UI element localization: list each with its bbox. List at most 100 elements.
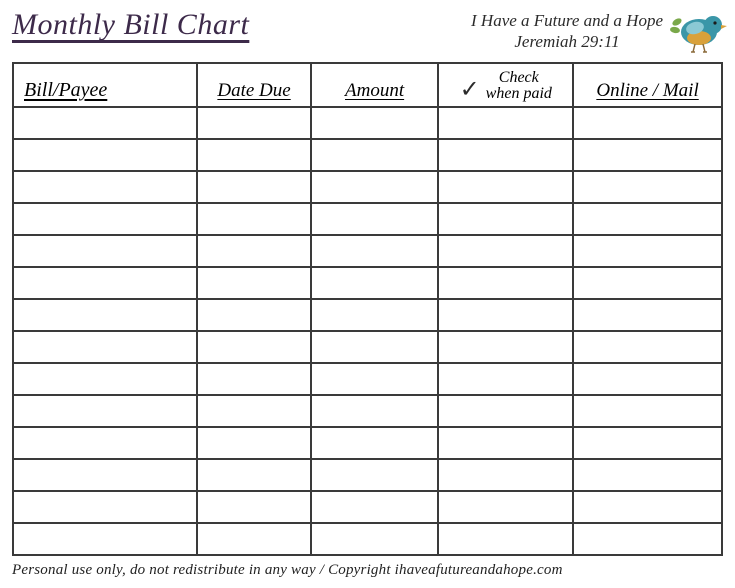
- col-header-due-label: Date Due: [217, 80, 290, 101]
- table-cell[interactable]: [197, 491, 310, 523]
- table-cell[interactable]: [197, 139, 310, 171]
- col-header-check-line2: when paid: [486, 85, 552, 102]
- table-cell[interactable]: [311, 107, 439, 139]
- table-cell[interactable]: [13, 267, 197, 299]
- col-header-due: Date Due: [197, 63, 310, 107]
- table-cell[interactable]: [13, 363, 197, 395]
- col-header-bill: Bill/Payee: [13, 63, 197, 107]
- col-header-check-line1: Check: [499, 69, 539, 86]
- table-cell[interactable]: [573, 427, 722, 459]
- table-cell[interactable]: [197, 395, 310, 427]
- table-cell[interactable]: [13, 171, 197, 203]
- table-cell[interactable]: [438, 139, 573, 171]
- table-cell[interactable]: [438, 107, 573, 139]
- bird-icon: [669, 8, 727, 56]
- table-cell[interactable]: [197, 267, 310, 299]
- table-cell[interactable]: [573, 491, 722, 523]
- col-header-online-label: Online / Mail: [596, 80, 698, 101]
- header: Monthly Bill Chart I Have a Future and a…: [12, 8, 723, 62]
- table-cell[interactable]: [573, 139, 722, 171]
- table-cell[interactable]: [197, 331, 310, 363]
- table-cell[interactable]: [573, 395, 722, 427]
- table-cell[interactable]: [311, 395, 439, 427]
- table-cell[interactable]: [197, 363, 310, 395]
- table-row: [13, 235, 722, 267]
- table-cell[interactable]: [438, 267, 573, 299]
- table-cell[interactable]: [197, 171, 310, 203]
- table-row: [13, 267, 722, 299]
- table-cell[interactable]: [311, 427, 439, 459]
- table-cell[interactable]: [13, 299, 197, 331]
- table-cell[interactable]: [438, 491, 573, 523]
- table-cell[interactable]: [13, 395, 197, 427]
- table-cell[interactable]: [438, 395, 573, 427]
- table-cell[interactable]: [438, 235, 573, 267]
- table-cell[interactable]: [438, 459, 573, 491]
- table-row: [13, 459, 722, 491]
- table-cell[interactable]: [438, 299, 573, 331]
- table-cell[interactable]: [311, 203, 439, 235]
- table-cell[interactable]: [197, 235, 310, 267]
- col-header-bill-label: Bill/Payee: [24, 79, 107, 101]
- table-cell[interactable]: [438, 523, 573, 555]
- table-cell[interactable]: [438, 427, 573, 459]
- table-cell[interactable]: [573, 331, 722, 363]
- table-cell[interactable]: [197, 203, 310, 235]
- table-cell[interactable]: [573, 363, 722, 395]
- table-cell[interactable]: [573, 107, 722, 139]
- table-cell[interactable]: [13, 459, 197, 491]
- table-cell[interactable]: [13, 235, 197, 267]
- table-cell[interactable]: [573, 459, 722, 491]
- table-cell[interactable]: [311, 171, 439, 203]
- table-cell[interactable]: [311, 139, 439, 171]
- col-header-online: Online / Mail: [573, 63, 722, 107]
- table-cell[interactable]: [438, 331, 573, 363]
- table-cell[interactable]: [311, 363, 439, 395]
- subtitle: I Have a Future and a Hope Jeremiah 29:1…: [471, 10, 663, 53]
- table-cell[interactable]: [197, 427, 310, 459]
- table-cell[interactable]: [13, 491, 197, 523]
- table-cell[interactable]: [311, 459, 439, 491]
- table-cell[interactable]: [197, 459, 310, 491]
- table-cell[interactable]: [13, 139, 197, 171]
- table-cell[interactable]: [573, 203, 722, 235]
- table-header-row: Bill/Payee Date Due Amount ✓ Check when …: [13, 63, 722, 107]
- table-cell[interactable]: [311, 299, 439, 331]
- table-row: [13, 203, 722, 235]
- table-cell[interactable]: [13, 203, 197, 235]
- table-cell[interactable]: [311, 523, 439, 555]
- table-cell[interactable]: [311, 331, 439, 363]
- table-cell[interactable]: [311, 491, 439, 523]
- table-row: [13, 395, 722, 427]
- subtitle-line2: Jeremiah 29:11: [471, 31, 663, 52]
- table-cell[interactable]: [197, 523, 310, 555]
- table-cell[interactable]: [13, 331, 197, 363]
- table-cell[interactable]: [438, 203, 573, 235]
- table-body: [13, 107, 722, 555]
- table-cell[interactable]: [438, 171, 573, 203]
- table-cell[interactable]: [573, 267, 722, 299]
- table-row: [13, 491, 722, 523]
- table-row: [13, 299, 722, 331]
- table-cell[interactable]: [573, 171, 722, 203]
- table-cell[interactable]: [573, 299, 722, 331]
- table-cell[interactable]: [573, 235, 722, 267]
- table-cell[interactable]: [197, 299, 310, 331]
- table-cell[interactable]: [13, 107, 197, 139]
- table-row: [13, 523, 722, 555]
- table-cell[interactable]: [13, 523, 197, 555]
- table-cell[interactable]: [311, 235, 439, 267]
- col-header-check: ✓ Check when paid: [438, 63, 573, 107]
- table-cell[interactable]: [13, 427, 197, 459]
- col-header-amount-label: Amount: [345, 80, 404, 101]
- table-row: [13, 171, 722, 203]
- table-row: [13, 331, 722, 363]
- table-row: [13, 107, 722, 139]
- footer-text: Personal use only, do not redistribute i…: [12, 562, 723, 579]
- col-header-amount: Amount: [311, 63, 439, 107]
- table-cell[interactable]: [438, 363, 573, 395]
- page-title: Monthly Bill Chart: [12, 8, 249, 42]
- table-cell[interactable]: [197, 107, 310, 139]
- table-cell[interactable]: [311, 267, 439, 299]
- table-cell[interactable]: [573, 523, 722, 555]
